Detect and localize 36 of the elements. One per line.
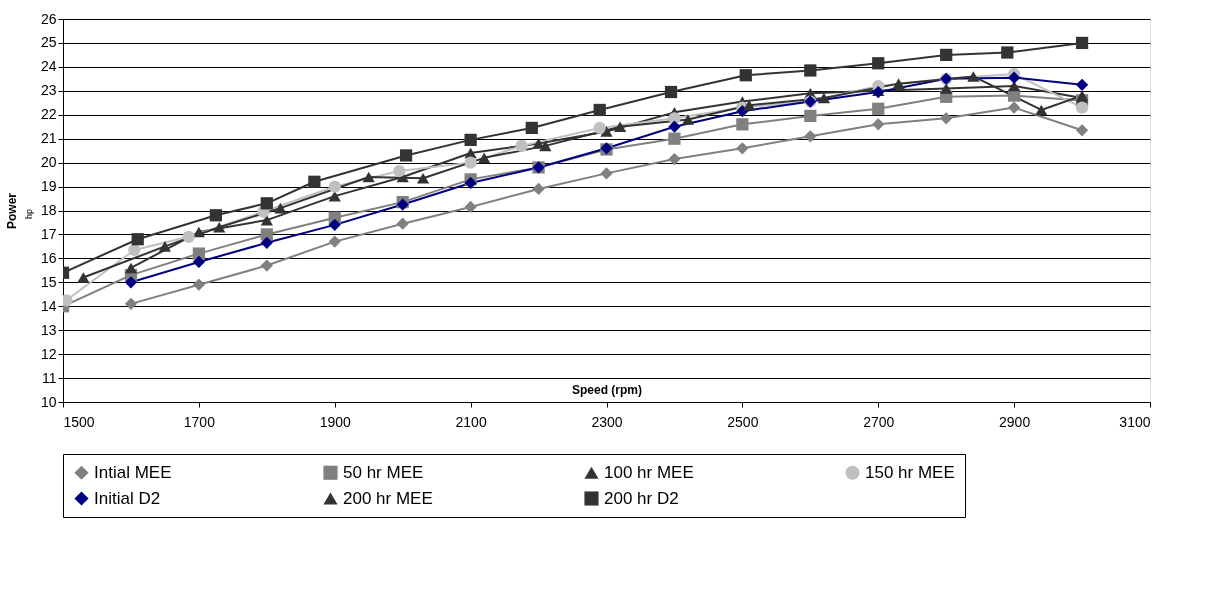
y-tick-label: 23 xyxy=(40,82,57,99)
legend-label: 50 hr MEE xyxy=(343,462,424,482)
x-tick-label: 2500 xyxy=(727,413,759,430)
y-tick-label: 14 xyxy=(40,297,57,314)
y-tick-label: 19 xyxy=(40,178,57,195)
y-tick-label: 10 xyxy=(40,393,57,410)
y-tick-label: 22 xyxy=(40,106,57,123)
y-tick-label: 21 xyxy=(40,130,57,147)
y-tick-label: 25 xyxy=(40,34,57,51)
legend-label: 150 hr MEE xyxy=(865,462,955,482)
y-tick-label: 17 xyxy=(40,225,57,242)
y-tick-label: 13 xyxy=(40,321,57,338)
y-tick-label: 24 xyxy=(40,58,57,75)
y-tick-label: 12 xyxy=(40,345,57,362)
y-tick-label: 20 xyxy=(40,154,57,171)
x-tick-label: 2300 xyxy=(591,413,623,430)
x-axis-title: Speed (rpm) xyxy=(571,382,643,397)
y-tick-label: 15 xyxy=(40,273,57,290)
legend-label: 200 hr D2 xyxy=(604,488,679,508)
x-tick-label: 1700 xyxy=(183,413,216,430)
text: hp xyxy=(24,208,34,220)
legend-label: Intial MEE xyxy=(94,462,172,482)
y-tick-label: 16 xyxy=(40,249,57,266)
x-tick-label: 1500 xyxy=(63,413,95,430)
y-tick-label: 26 xyxy=(40,10,57,27)
legend-label: Initial D2 xyxy=(94,488,161,508)
x-tick-label: 3100 xyxy=(1119,413,1151,430)
x-tick-label: 2100 xyxy=(455,413,487,430)
y-axis-title: Power xyxy=(4,192,19,230)
x-tick-label: 2900 xyxy=(999,413,1031,430)
y-tick-label: 18 xyxy=(40,202,57,218)
y-tick-label: 11 xyxy=(41,369,57,386)
legend-label: 100 hr MEE xyxy=(604,462,694,482)
x-tick-label: 2700 xyxy=(863,413,895,430)
x-tick-label: 1900 xyxy=(319,413,352,430)
legend-label: 200 hr MEE xyxy=(343,488,433,508)
